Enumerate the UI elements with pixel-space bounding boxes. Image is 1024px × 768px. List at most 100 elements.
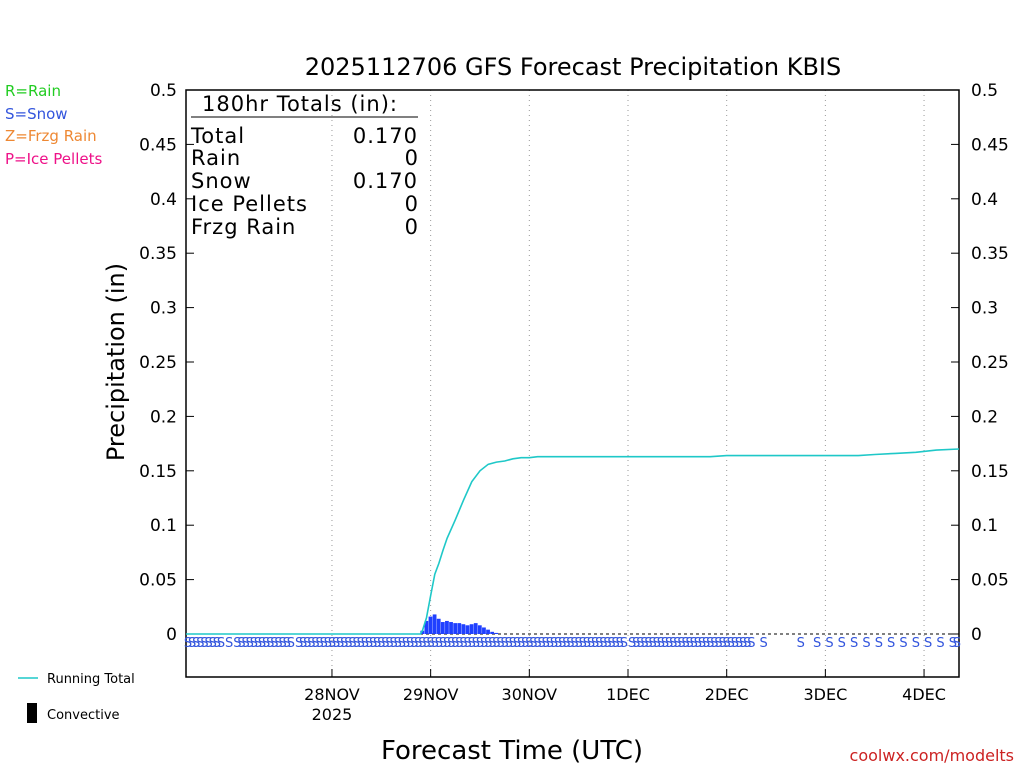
ptype-marker: S <box>422 636 430 651</box>
ptype-marker: S <box>196 636 204 651</box>
y-tick-label-left: 0.3 <box>150 299 177 319</box>
running-total-line <box>186 448 960 635</box>
ptype-marker: S <box>533 636 541 651</box>
ptype-marker: S <box>649 636 657 651</box>
gridlines <box>331 90 925 677</box>
convective-bar <box>482 627 486 634</box>
totals-value-frzg-rain: 0 <box>405 215 418 239</box>
ptype-marker: S <box>628 636 636 651</box>
ptype-marker: S <box>517 636 525 651</box>
legend-snow: S=Snow <box>5 105 68 123</box>
ptype-marker: S <box>612 636 620 651</box>
ptype-marker: S <box>899 636 907 651</box>
ptype-marker: S <box>320 636 328 651</box>
convective-bar <box>440 622 445 634</box>
x-tick-label: 29NOV <box>403 685 459 704</box>
totals-label-total: Total <box>190 124 245 148</box>
totals-label-rain: Rain <box>191 146 241 170</box>
ptype-marker: S <box>743 636 751 651</box>
ptype-marker: S <box>443 636 451 651</box>
ptype-marker: S <box>739 636 747 651</box>
ptype-marker: S <box>640 636 648 651</box>
y-tick-label-right: 0.5 <box>971 81 998 101</box>
ptype-marker: S <box>266 636 274 651</box>
ptype-marker: S <box>233 636 241 651</box>
convective-bar <box>424 620 429 634</box>
ptype-marker: S <box>735 636 743 651</box>
ptype-marker: S <box>451 636 459 651</box>
y-ticks: 0 00.05 0.050.1 0.10.15 0.150.2 0.20.25 0.250.… <box>139 81 1009 645</box>
x-tick-label: 1DEC <box>606 685 650 704</box>
ptype-marker: S <box>237 636 245 651</box>
ptype-marker: S <box>225 636 233 651</box>
convective-bar <box>473 623 478 634</box>
convective-legend-label: Convective <box>47 708 120 723</box>
ptype-marker: S <box>250 636 258 651</box>
ptype-marker: S <box>476 636 484 651</box>
ptype-marker: S <box>496 636 504 651</box>
ptype-marker: S <box>747 636 755 651</box>
ptype-marker: S <box>690 636 698 651</box>
ptype-marker: S <box>760 636 768 651</box>
ptype-marker: S <box>332 636 340 651</box>
ptype-marker: S <box>529 636 537 651</box>
ptype-marker: S <box>912 636 920 651</box>
ptype-marker: S <box>414 636 422 651</box>
y-tick-label-left: 0.2 <box>150 407 177 427</box>
convective-bar <box>494 632 499 634</box>
x-axis-label: Forecast Time (UTC) <box>381 736 643 766</box>
totals-value-ice-pellets: 0 <box>405 192 418 216</box>
ptype-marker: S <box>620 636 628 651</box>
line-legend: Running Total Convective <box>18 672 135 723</box>
x-tick-label: 4DEC <box>902 685 946 704</box>
y-tick-label-right: 0.45 <box>971 135 1009 155</box>
ptype-marker: S <box>307 636 315 651</box>
ptype-marker: S <box>607 636 615 651</box>
ptype-marker: S <box>287 636 295 651</box>
ptype-marker: S <box>936 636 944 651</box>
ptype-marker: S <box>241 636 249 651</box>
ptype-marker: S <box>727 636 735 651</box>
y-tick-label-right: 0 <box>971 625 982 645</box>
ptype-marker: S <box>546 636 554 651</box>
ptype-marker: S <box>661 636 669 651</box>
ptype-marker: S <box>204 636 212 651</box>
ptype-marker: S <box>838 636 846 651</box>
ptype-marker: S <box>953 636 961 651</box>
ptype-marker: S <box>209 636 217 651</box>
totals-value-rain: 0 <box>405 146 418 170</box>
totals-value-total: 0.170 <box>353 124 418 148</box>
y-tick-label-right: 0.2 <box>971 407 998 427</box>
ptype-marker: S <box>521 636 529 651</box>
ptype-marker: S <box>657 636 665 651</box>
ptype-marker: S <box>357 636 365 651</box>
ptype-marker: S <box>468 636 476 651</box>
ptype-marker: S <box>315 636 323 651</box>
ptype-marker: S <box>710 636 718 651</box>
ptype-marker: S <box>299 636 307 651</box>
ptype-marker: S <box>579 636 587 651</box>
ptype-marker: S <box>344 636 352 651</box>
ptype-marker: S <box>718 636 726 651</box>
ptype-marker: S <box>677 636 685 651</box>
ptype-marker: S <box>278 636 286 651</box>
convective-bar <box>465 625 470 634</box>
ptype-marker: S <box>192 636 200 651</box>
ptype-marker: S <box>184 636 192 651</box>
ptype-marker: S <box>439 636 447 651</box>
y-tick-label-right: 0.25 <box>971 353 1009 373</box>
y-tick-label-left: 0.25 <box>139 353 177 373</box>
ptype-marker: S <box>348 636 356 651</box>
y-tick-label-left: 0.05 <box>139 571 177 591</box>
convective-bar <box>432 614 437 634</box>
ptype-marker: S <box>566 636 574 651</box>
convective-bar <box>477 625 482 634</box>
ptype-marker: S <box>324 636 332 651</box>
ptype-marker: S <box>328 636 336 651</box>
ptype-marker: S <box>525 636 533 651</box>
ptype-marker: S <box>542 636 550 651</box>
y-tick-label-right: 0.05 <box>971 571 1009 591</box>
ptype-marker: S <box>513 636 521 651</box>
